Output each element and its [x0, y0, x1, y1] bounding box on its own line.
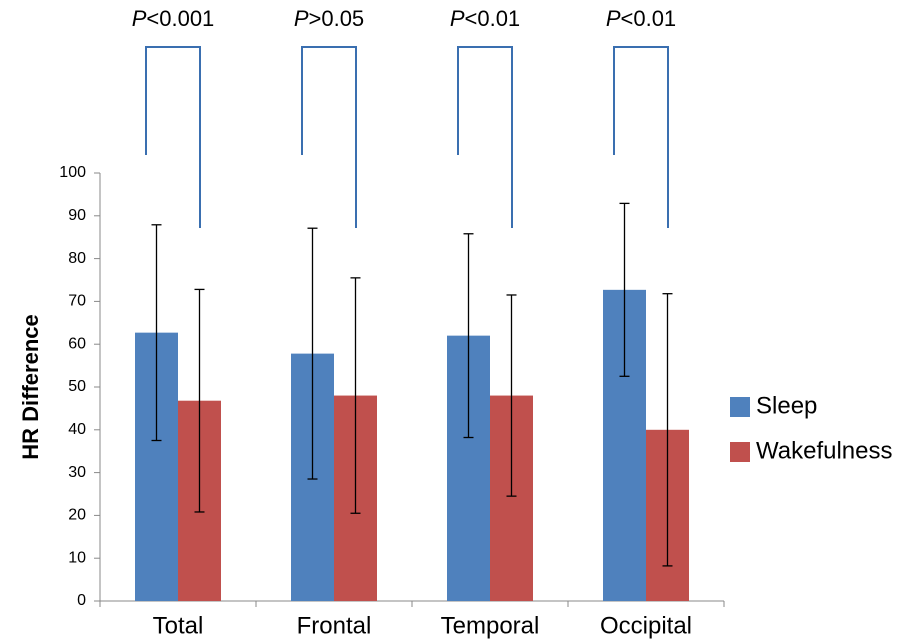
error-bar	[151, 224, 162, 442]
p-value: >0.05	[309, 6, 365, 31]
y-tick-label: 60	[68, 335, 86, 352]
error-bar	[662, 293, 673, 567]
error-bar	[506, 294, 517, 497]
y-tick-label: 40	[68, 421, 86, 438]
y-tick-label: 70	[68, 293, 86, 310]
y-tick-label: 90	[68, 207, 86, 224]
x-tick-label: Occipital	[600, 612, 692, 639]
significance-bracket	[613, 46, 669, 228]
p-value: <0.01	[621, 6, 677, 31]
error-bar	[194, 288, 205, 513]
error-bar	[307, 227, 318, 480]
y-tick-label: 20	[68, 507, 86, 524]
y-tick-label: 10	[68, 549, 86, 566]
y-tick-label: 30	[68, 464, 86, 481]
y-axis-label: HR Difference	[18, 314, 43, 459]
y-tick-label: 0	[77, 592, 86, 609]
p-symbol: P	[294, 6, 309, 31]
y-tick-label: 80	[68, 250, 86, 267]
x-tick-label: Temporal	[441, 612, 540, 639]
significance-label: P<0.001	[132, 6, 215, 31]
significance-bracket	[145, 46, 201, 228]
significance-label: P<0.01	[606, 6, 676, 31]
y-tick-label: 100	[59, 164, 86, 181]
error-bar	[350, 277, 361, 514]
legend-swatch	[730, 442, 750, 462]
significance-bracket	[301, 46, 357, 228]
significance-label: P>0.05	[294, 6, 364, 31]
significance-label: P<0.01	[450, 6, 520, 31]
significance-bracket	[457, 46, 513, 228]
error-bar	[619, 202, 630, 377]
legend-swatch	[730, 397, 750, 417]
p-symbol: P	[132, 6, 147, 31]
p-value: <0.01	[465, 6, 521, 31]
p-value: <0.001	[146, 6, 214, 31]
legend-label: Sleep	[756, 392, 817, 419]
legend-label: Wakefulness	[756, 437, 893, 464]
p-symbol: P	[450, 6, 465, 31]
error-bar	[463, 233, 474, 439]
x-tick-label: Total	[153, 612, 204, 639]
p-symbol: P	[606, 6, 621, 31]
x-tick-label: Frontal	[297, 612, 372, 639]
y-tick-label: 50	[68, 378, 86, 395]
